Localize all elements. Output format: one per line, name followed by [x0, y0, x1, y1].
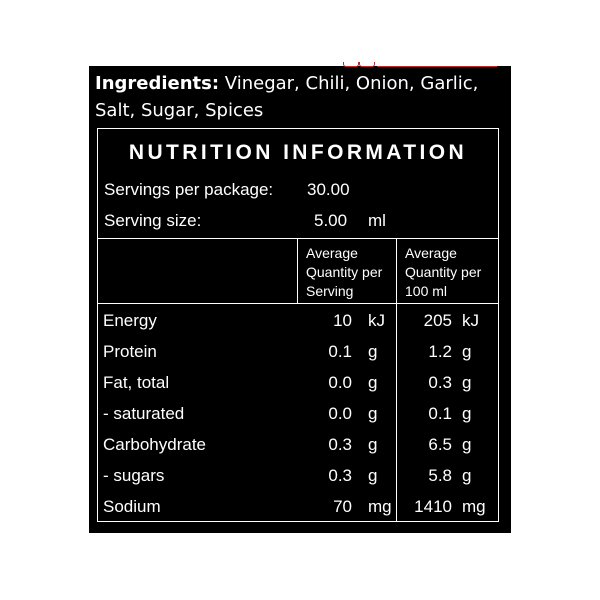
- per-serving-unit: g: [368, 466, 378, 485]
- per-100ml-value: 205: [423, 311, 452, 330]
- header-divider-bottom: [98, 303, 498, 304]
- per-100ml-unit: g: [462, 466, 472, 485]
- nutrient-row-saturated: - saturated 0.0 g 0.1 g: [98, 404, 498, 435]
- nutrient-name: Protein: [103, 342, 157, 361]
- per-100ml-value: 6.5: [428, 435, 452, 454]
- col1-header-line: Serving: [306, 283, 354, 299]
- nutrient-row-sodium: Sodium 70 mg 1410 mg: [98, 497, 498, 528]
- per-serving-value: 0.1: [328, 342, 352, 361]
- col2-header-line: 100 ml: [405, 283, 448, 299]
- per-100ml-unit: g: [462, 373, 472, 392]
- column-header-per-serving: Average Quantity per Serving: [306, 244, 382, 301]
- per-100ml-unit: g: [462, 342, 472, 361]
- per-100ml-unit: kJ: [462, 311, 479, 330]
- per-serving-value: 0.0: [328, 373, 352, 392]
- per-serving-unit: g: [368, 435, 378, 454]
- per-serving-value: 70: [333, 497, 352, 516]
- col2-header-line: Average: [405, 245, 457, 261]
- per-100ml-unit: mg: [462, 497, 486, 516]
- per-serving-value: 0.3: [328, 466, 352, 485]
- per-100ml-value: 5.8: [428, 466, 452, 485]
- product-label-panel: Ingredients: Vinegar, Chili, Onion, Garl…: [89, 62, 511, 533]
- col2-header-line: Quantity per: [405, 264, 482, 280]
- per-100ml-unit: g: [462, 404, 472, 423]
- nutrient-name: Carbohydrate: [103, 435, 207, 454]
- per-serving-unit: g: [368, 404, 378, 423]
- col1-header-line: Average: [306, 245, 358, 261]
- per-serving-unit: mg: [368, 497, 392, 516]
- ingredients-label: Ingredients:: [95, 73, 220, 94]
- col1-header-line: Quantity per: [306, 264, 383, 280]
- nutrition-information-panel: NUTRITION INFORMATION Servings per packa…: [97, 128, 499, 522]
- nutrient-name: Fat, total: [103, 373, 170, 392]
- nutrient-row-sugars: - sugars 0.3 g 5.8 g: [98, 466, 498, 497]
- per-100ml-value: 1410: [414, 497, 452, 516]
- ingredients-list: Vinegar, Chili, Onion, Garlic, Salt, Sug…: [95, 73, 479, 121]
- nutrient-row-protein: Protein 0.1 g 1.2 g: [98, 342, 498, 373]
- nutrient-row-fat-total: Fat, total 0.0 g 0.3 g: [98, 373, 498, 404]
- header-divider-top: [98, 238, 498, 239]
- servings-per-package-value: 30.00: [307, 180, 350, 199]
- ingredients-statement: Ingredients: Vinegar, Chili, Onion, Garl…: [95, 70, 505, 124]
- per-serving-value: 0.3: [328, 435, 352, 454]
- nutrient-row-energy: Energy 10 kJ 205 kJ: [98, 311, 498, 342]
- column-header-per-100ml: Average Quantity per 100 ml: [405, 244, 481, 301]
- serving-size-label: Serving size:: [104, 211, 202, 230]
- per-serving-value: 0.0: [328, 404, 352, 423]
- nutrient-name: Sodium: [103, 497, 161, 516]
- per-serving-unit: kJ: [368, 311, 385, 330]
- per-serving-unit: g: [368, 373, 378, 392]
- nutrient-name: Energy: [103, 311, 157, 330]
- servings-per-package-label: Servings per package:: [104, 180, 274, 199]
- per-serving-value: 10: [333, 311, 352, 330]
- nutrient-row-carbohydrate: Carbohydrate 0.3 g 6.5 g: [98, 435, 498, 466]
- column-divider-2: [396, 238, 397, 303]
- nutrient-name: - saturated: [103, 404, 185, 423]
- serving-size-unit: ml: [368, 211, 386, 230]
- per-serving-unit: g: [368, 342, 378, 361]
- nutrition-title: NUTRITION INFORMATION: [128, 141, 468, 164]
- per-100ml-value: 1.2: [428, 342, 452, 361]
- column-divider-3: [396, 303, 397, 522]
- per-100ml-unit: g: [462, 435, 472, 454]
- per-100ml-value: 0.1: [428, 404, 452, 423]
- column-divider-1: [297, 238, 298, 303]
- per-100ml-value: 0.3: [428, 373, 452, 392]
- cropped-red-artwork: [339, 62, 529, 70]
- nutrient-name: - sugars: [103, 466, 165, 485]
- serving-size-value: 5.00: [314, 211, 348, 230]
